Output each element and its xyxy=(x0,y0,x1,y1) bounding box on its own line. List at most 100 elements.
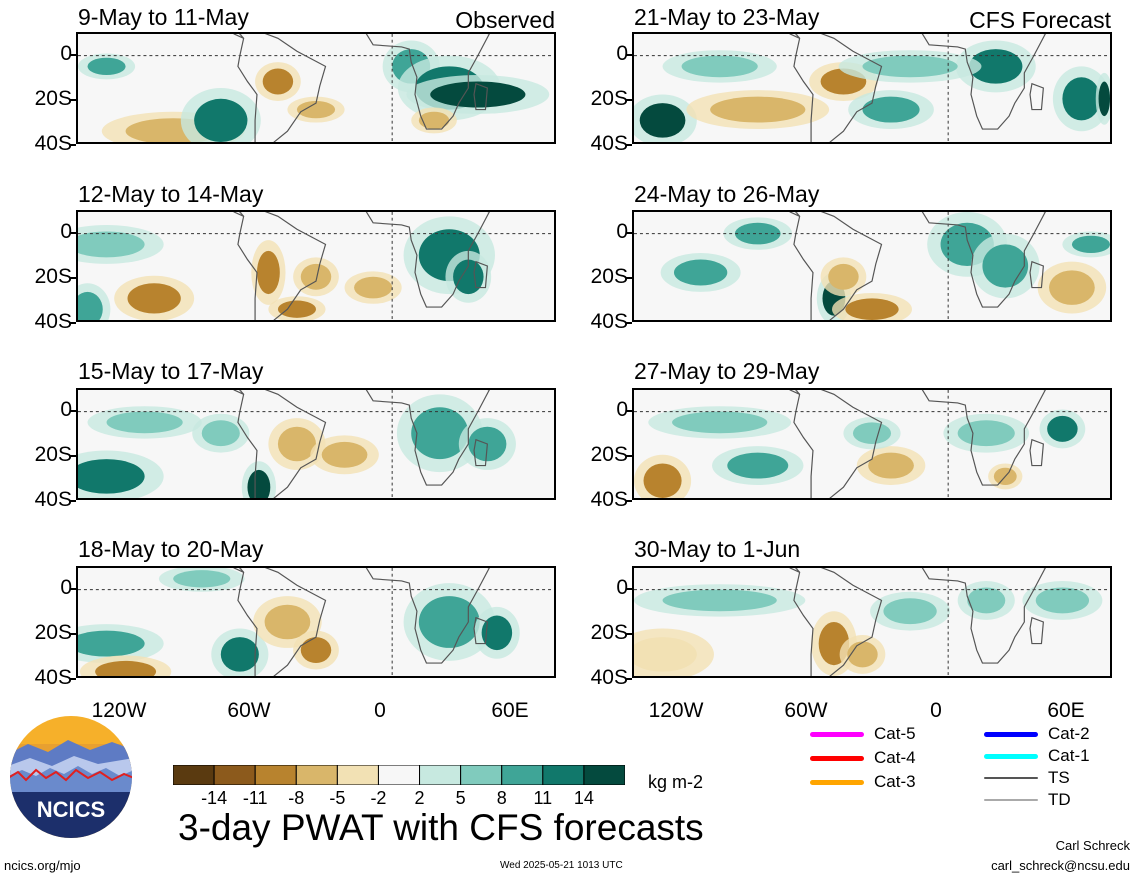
lat-tick-mark xyxy=(626,588,632,591)
anomaly-core xyxy=(173,570,231,588)
legend-line xyxy=(810,731,864,737)
south-america-outline xyxy=(793,34,883,142)
madagascar-outline xyxy=(1029,260,1044,289)
south-america-outline xyxy=(237,212,327,320)
legend-label: Cat-2 xyxy=(1048,724,1090,743)
panel-title-right-4: 30-May to 1-Jun xyxy=(634,536,801,562)
cfs-forecast-label: CFS Forecast xyxy=(969,7,1111,33)
panel-title-right-3: 27-May to 29-May xyxy=(634,358,820,384)
anomaly-core xyxy=(672,411,768,434)
lat-tick-mark xyxy=(626,500,632,502)
panel-title-right-1: 21-May to 23-May xyxy=(634,4,820,30)
anomaly-core xyxy=(845,298,899,320)
anomaly-core xyxy=(1062,77,1101,121)
south-america-outline xyxy=(237,390,327,498)
lat-tick-0: 0 xyxy=(60,220,72,244)
pwat-anomaly-map xyxy=(78,34,554,142)
africa-outline xyxy=(921,34,1046,130)
lat-tick-0: 0 xyxy=(616,398,628,422)
legend-item-cat-4: Cat-4 xyxy=(810,748,950,768)
anomaly-core xyxy=(862,96,920,123)
colorbar-tick-label: 2 xyxy=(414,788,425,808)
lat-tick-mark xyxy=(626,678,632,680)
legend-line xyxy=(810,779,864,785)
lat-tick-40s: 40S xyxy=(34,666,72,689)
central-america-outline xyxy=(789,568,800,573)
anomaly-core xyxy=(643,463,682,498)
footer-email[interactable]: carl_schreck@ncsu.edu xyxy=(991,858,1130,873)
legend-line xyxy=(810,755,864,761)
footer-timestamp: Wed 2025-05-21 1013 UTC xyxy=(500,860,623,871)
anomaly-core xyxy=(78,231,145,258)
footer-author: Carl Schreck xyxy=(1055,838,1130,853)
africa-outline xyxy=(365,390,490,486)
legend-label: TD xyxy=(1048,790,1071,809)
south-america-outline xyxy=(237,34,327,142)
panel-title-left-3: 15-May to 17-May xyxy=(78,358,264,384)
lat-tick-40s: 40S xyxy=(590,132,628,155)
lon-tick-right-60e: 60E xyxy=(1047,699,1085,722)
map-panel-right-2 xyxy=(632,210,1112,322)
legend-line xyxy=(984,777,1038,779)
colorbar-swatch xyxy=(583,764,626,786)
anomaly-core xyxy=(847,641,878,668)
africa-outline xyxy=(921,568,1046,664)
legend-item-cat-2: Cat-2 xyxy=(984,724,1124,744)
legend-label: Cat-1 xyxy=(1048,746,1090,765)
pwat-anomaly-map xyxy=(634,34,1110,142)
south-america-outline xyxy=(793,568,883,676)
colorbar-tick-label: 5 xyxy=(455,788,466,808)
legend-label: TS xyxy=(1048,768,1070,787)
footer-url[interactable]: ncics.org/mjo xyxy=(4,858,81,873)
storm-legend: Cat-5 Cat-4 Cat-3 Cat-2 Cat-1 TS TD xyxy=(810,724,1130,824)
lat-tick-0: 0 xyxy=(60,42,72,66)
legend-item-cat-3: Cat-3 xyxy=(810,772,950,792)
legend-item-cat-1: Cat-1 xyxy=(984,746,1124,766)
anomaly-core xyxy=(277,300,316,318)
anomaly-core xyxy=(127,283,181,314)
colorbar-units: kg m-2 xyxy=(648,772,704,792)
lat-tick-40s: 40S xyxy=(34,132,72,155)
anomaly-core xyxy=(354,276,393,299)
africa-outline xyxy=(921,212,1046,308)
africa-outline xyxy=(365,568,490,664)
lat-tick-mark xyxy=(70,99,76,102)
anomaly-core xyxy=(256,250,280,295)
colorbar-swatch xyxy=(501,764,544,786)
central-america-outline xyxy=(233,212,244,217)
pwat-anomaly-map xyxy=(78,212,554,320)
lat-tick-mark xyxy=(626,232,632,235)
lat-tick-mark xyxy=(626,144,632,146)
africa-outline xyxy=(921,390,1046,486)
anomaly-core xyxy=(247,469,271,498)
madagascar-outline xyxy=(1029,438,1044,467)
colorbar xyxy=(172,764,626,786)
anomaly-core xyxy=(194,98,248,142)
panel-title-left-4: 18-May to 20-May xyxy=(78,536,264,562)
legend-item-ts: TS xyxy=(984,768,1124,788)
anomaly-core xyxy=(262,68,294,95)
pwat-anomaly-map xyxy=(634,568,1110,676)
anomaly-core xyxy=(78,291,103,320)
lat-tick-20s: 20S xyxy=(590,621,628,645)
lon-tick-left-120w: 120W xyxy=(91,699,147,722)
lon-tick-right-60w: 60W xyxy=(784,699,828,722)
anomaly-core xyxy=(418,111,450,130)
lat-tick-20s: 20S xyxy=(34,443,72,467)
anomaly-core xyxy=(418,596,480,648)
map-panel-right-1 xyxy=(632,32,1112,144)
panel-title-right-2: 24-May to 26-May xyxy=(634,181,820,207)
madagascar-outline xyxy=(473,260,488,289)
colorbar-tick-label: -11 xyxy=(242,788,268,808)
lat-tick-mark xyxy=(70,500,76,502)
colorbar-swatch xyxy=(172,764,215,786)
lat-tick-40s: 40S xyxy=(590,488,628,511)
pwat-anomaly-map xyxy=(78,568,554,676)
anomaly-core xyxy=(868,452,914,479)
lat-tick-mark xyxy=(70,322,76,324)
panel-title-left-2: 12-May to 14-May xyxy=(78,181,264,207)
colorbar-swatch xyxy=(213,764,256,786)
observed-label: Observed xyxy=(455,7,555,33)
legend-line xyxy=(984,799,1038,801)
central-america-outline xyxy=(233,390,244,395)
